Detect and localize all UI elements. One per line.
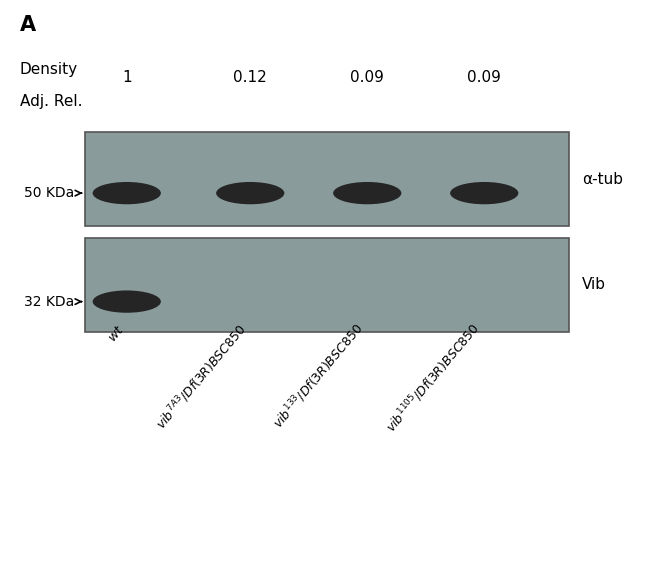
Ellipse shape: [92, 182, 161, 204]
Ellipse shape: [92, 291, 161, 313]
Text: 1: 1: [122, 70, 131, 85]
Text: 0.12: 0.12: [233, 70, 267, 85]
Ellipse shape: [450, 182, 519, 204]
Text: A: A: [20, 15, 36, 35]
Text: Density: Density: [20, 62, 77, 77]
Bar: [84, 132, 569, 226]
Text: $\mathit{wt}$: $\mathit{wt}$: [105, 323, 127, 345]
Ellipse shape: [333, 182, 401, 204]
Ellipse shape: [216, 182, 285, 204]
Text: 0.09: 0.09: [467, 70, 501, 85]
Text: $\mathit{vib}^{\mathit{133}}\mathit{/Df(3R)BSC850}$: $\mathit{vib}^{\mathit{133}}\mathit{/Df(…: [269, 321, 367, 432]
Text: 0.09: 0.09: [350, 70, 384, 85]
Text: Vib: Vib: [582, 277, 606, 292]
Text: α-tub: α-tub: [582, 171, 623, 187]
Text: $\mathit{vib}^{\mathit{1105}}\mathit{/Df(3R)BSC850}$: $\mathit{vib}^{\mathit{1105}}\mathit{/Df…: [383, 321, 484, 437]
Text: 50 KDa: 50 KDa: [25, 186, 75, 200]
Bar: [84, 238, 569, 332]
Text: $\mathit{vib}^{\mathit{7A3}}\mathit{/Df(3R)BSC850}$: $\mathit{vib}^{\mathit{7A3}}\mathit{/Df(…: [152, 321, 250, 433]
Text: Adj. Rel.: Adj. Rel.: [20, 94, 82, 109]
Text: 32 KDa: 32 KDa: [25, 295, 75, 309]
